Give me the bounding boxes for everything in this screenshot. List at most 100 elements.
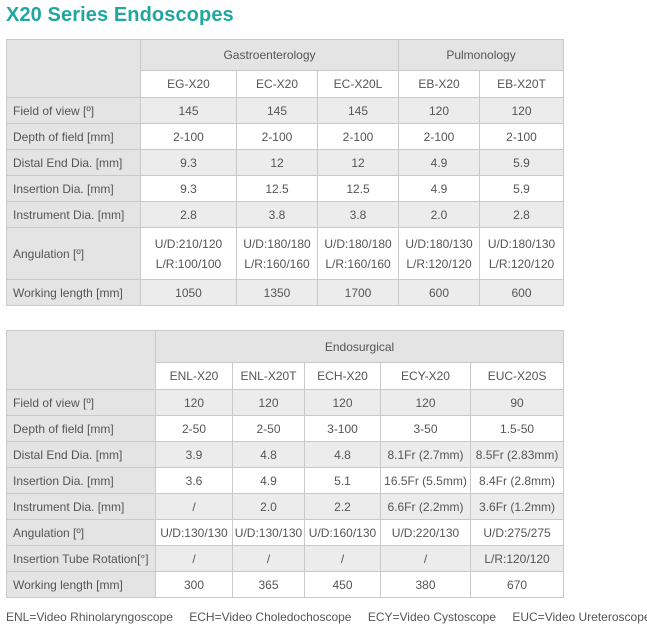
table-row: Field of view [º] 145 145 145 120 120 bbox=[6, 97, 565, 124]
table-cell: U/D:180/130 L/R:120/120 bbox=[479, 227, 565, 280]
table-cell: 2-50 bbox=[155, 415, 233, 442]
model-header: EG-X20 bbox=[140, 70, 237, 98]
table-cell: 120 bbox=[304, 389, 381, 416]
table-cell: 9.3 bbox=[140, 149, 237, 176]
table-cell: 2.8 bbox=[479, 201, 565, 228]
row-label: Angulation [º] bbox=[6, 519, 156, 546]
legend-item: ENL=Video Rhinolaryngoscope bbox=[6, 610, 173, 624]
table-cell: 145 bbox=[236, 97, 318, 124]
table-cell: 600 bbox=[398, 279, 481, 306]
row-label: Depth of field [mm] bbox=[6, 123, 141, 150]
table-row: Angulation [º] U/D:130/130 U/D:130/130 U… bbox=[6, 519, 565, 546]
table-cell: 120 bbox=[155, 389, 233, 416]
model-header: EUC-X20S bbox=[469, 362, 565, 390]
model-header: EC-X20L bbox=[316, 70, 400, 98]
model-header: ECY-X20 bbox=[380, 362, 471, 390]
table-cell: 1700 bbox=[316, 279, 400, 306]
legend-item: ECH=Video Choledochoscope bbox=[189, 610, 352, 624]
table-row: Working length [mm] 1050 1350 1700 600 6… bbox=[6, 279, 565, 306]
table-cell: 8.1Fr (2.7mm) bbox=[380, 441, 471, 468]
group-header-endosurgical: Endosurgical bbox=[154, 330, 565, 363]
angulation-ud: U/D:180/180 bbox=[243, 236, 311, 251]
angulation-lr: L/R:100/100 bbox=[155, 256, 222, 271]
table-cell: 145 bbox=[140, 97, 237, 124]
table-row: Depth of field [mm] 2-100 2-100 2-100 2-… bbox=[6, 123, 565, 150]
table-cell: 3-100 bbox=[304, 415, 381, 442]
angulation-lr: L/R:160/160 bbox=[325, 256, 391, 271]
table-row: Field of view [º] 120 120 120 120 90 bbox=[6, 389, 565, 416]
table-cell: L/R:120/120 bbox=[469, 545, 565, 572]
group-header-row: Gastroenterology Pulmonology bbox=[6, 39, 565, 98]
row-label: Field of view [º] bbox=[6, 97, 141, 124]
group-header-gastroenterology: Gastroenterology bbox=[139, 39, 400, 71]
angulation-ud: U/D:180/180 bbox=[324, 236, 392, 251]
model-header: EB-X20 bbox=[398, 70, 481, 98]
table-row: Instrument Dia. [mm] 2.8 3.8 3.8 2.0 2.8 bbox=[6, 201, 565, 228]
table-cell: 365 bbox=[232, 571, 305, 598]
row-label: Insertion Dia. [mm] bbox=[6, 175, 141, 202]
row-label: Insertion Dia. [mm] bbox=[6, 467, 156, 494]
table-cell: 1050 bbox=[140, 279, 237, 306]
angulation-ud: U/D:180/130 bbox=[487, 236, 556, 251]
angulation-lr: L/R:120/120 bbox=[488, 256, 555, 271]
table-cell: 2-100 bbox=[398, 123, 481, 150]
model-header-row: ENL-X20 ENL-X20T ECH-X20 ECY-X20 EUC-X20… bbox=[7, 362, 565, 390]
row-label: Instrument Dia. [mm] bbox=[6, 201, 141, 228]
model-header: ECH-X20 bbox=[304, 362, 381, 390]
row-label: Insertion Tube Rotation[°] bbox=[6, 545, 156, 572]
table-cell: 3.8 bbox=[316, 201, 400, 228]
table-cell: 3.8 bbox=[236, 201, 318, 228]
table-cell: U/D:130/130 bbox=[155, 519, 233, 546]
table-cell: 5.1 bbox=[304, 467, 381, 494]
table-cell: 300 bbox=[155, 571, 233, 598]
abbreviation-legend: ENL=Video Rhinolaryngoscope ECH=Video Ch… bbox=[6, 610, 647, 624]
table-cell: U/D:180/180 L/R:160/160 bbox=[316, 227, 400, 280]
table-cell: 670 bbox=[469, 571, 565, 598]
row-label: Field of view [º] bbox=[6, 389, 156, 416]
table-cell: 90 bbox=[469, 389, 565, 416]
table-cell: 2.0 bbox=[398, 201, 481, 228]
table-cell: 6.6Fr (2.2mm) bbox=[380, 493, 471, 520]
table-cell: 3-50 bbox=[380, 415, 471, 442]
table-cell: 2-100 bbox=[479, 123, 565, 150]
table-cell: / bbox=[232, 545, 305, 572]
table-cell: / bbox=[155, 545, 233, 572]
table-cell: 12.5 bbox=[316, 175, 400, 202]
table-cell: 4.9 bbox=[398, 175, 481, 202]
model-header: EB-X20T bbox=[479, 70, 565, 98]
table-cell: 450 bbox=[304, 571, 381, 598]
table-cell: U/D:160/130 bbox=[304, 519, 381, 546]
row-label: Working length [mm] bbox=[6, 279, 141, 306]
model-header-row: EG-X20 EC-X20 EC-X20L EB-X20 EB-X20T bbox=[7, 70, 565, 98]
angulation-ud: U/D:180/130 bbox=[405, 236, 473, 251]
group-header-pulmonology: Pulmonology bbox=[398, 39, 565, 71]
table-cell: U/D:180/130 L/R:120/120 bbox=[398, 227, 481, 280]
table-row: Working length [mm] 300 365 450 380 670 bbox=[6, 571, 565, 598]
legend-item: ECY=Video Cystoscope bbox=[367, 610, 497, 624]
table-cell: 120 bbox=[398, 97, 481, 124]
row-label: Working length [mm] bbox=[6, 571, 156, 598]
table-cell: U/D:275/275 bbox=[469, 519, 565, 546]
corner-cell bbox=[6, 39, 141, 98]
table-cell: 2-100 bbox=[236, 123, 318, 150]
table-cell: 1.5-50 bbox=[469, 415, 565, 442]
row-label: Angulation [º] bbox=[6, 227, 141, 280]
page-title: X20 Series Endoscopes bbox=[6, 4, 234, 26]
row-label: Distal End Dia. [mm] bbox=[6, 149, 141, 176]
angulation-ud: U/D:210/120 bbox=[154, 236, 223, 251]
table-cell: / bbox=[155, 493, 233, 520]
table-row: Insertion Dia. [mm] 3.6 4.9 5.1 16.5Fr (… bbox=[6, 467, 565, 494]
table-cell: 4.9 bbox=[398, 149, 481, 176]
corner-cell bbox=[6, 330, 156, 390]
table-cell: U/D:130/130 bbox=[232, 519, 305, 546]
table-row: Distal End Dia. [mm] 9.3 12 12 4.9 5.9 bbox=[6, 149, 565, 176]
table-cell: U/D:220/130 bbox=[380, 519, 471, 546]
table-cell: 120 bbox=[479, 97, 565, 124]
table-row: Insertion Tube Rotation[°] / / / / L/R:1… bbox=[6, 545, 565, 572]
table-cell: 145 bbox=[316, 97, 400, 124]
angulation-lr: L/R:160/160 bbox=[244, 256, 310, 271]
table-cell: 1350 bbox=[236, 279, 318, 306]
table-cell: U/D:210/120 L/R:100/100 bbox=[140, 227, 237, 280]
table-cell: 600 bbox=[479, 279, 565, 306]
table-row: Instrument Dia. [mm] / 2.0 2.2 6.6Fr (2.… bbox=[6, 493, 565, 520]
